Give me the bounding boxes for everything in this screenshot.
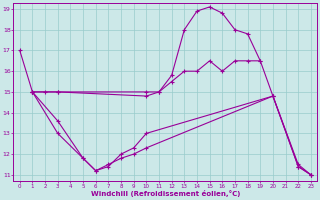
- X-axis label: Windchill (Refroidissement éolien,°C): Windchill (Refroidissement éolien,°C): [91, 190, 240, 197]
